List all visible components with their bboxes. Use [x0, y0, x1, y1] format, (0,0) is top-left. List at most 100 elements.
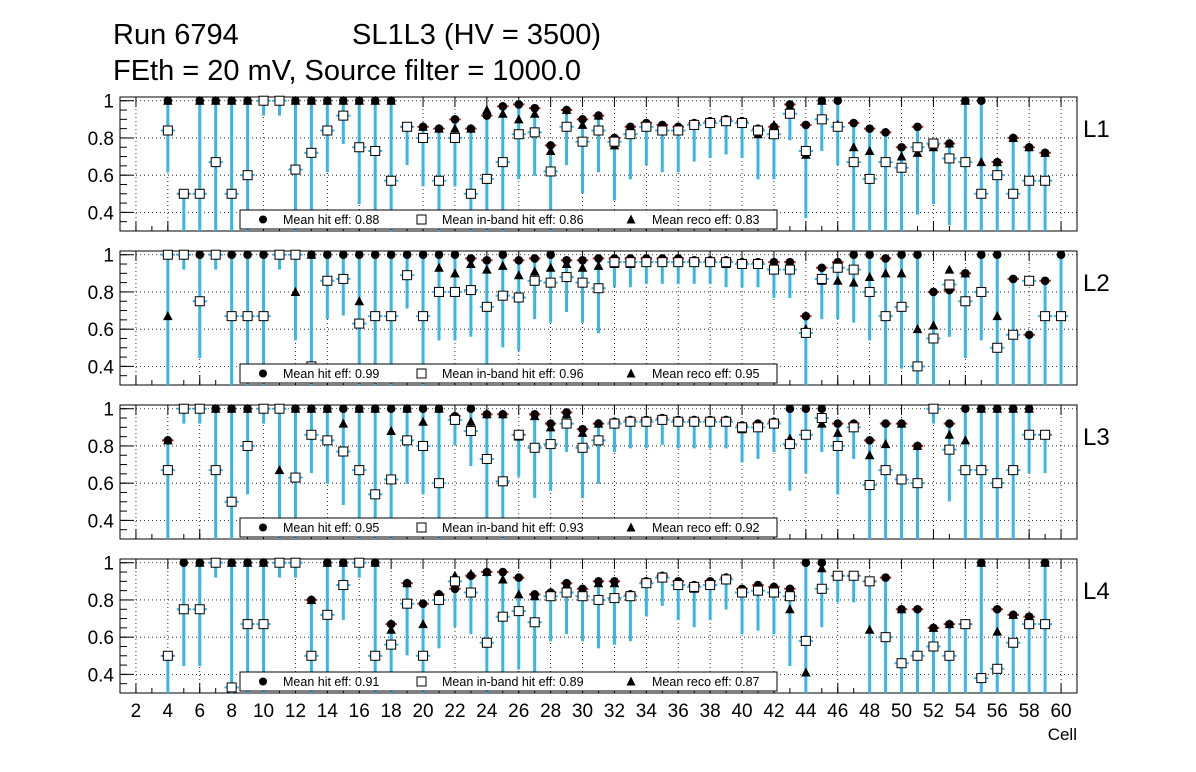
inband-eff-point [944, 279, 955, 290]
inband-eff-point [242, 440, 253, 451]
inband-eff-point [1008, 329, 1019, 340]
panels-group: 1 0.8 0.6 0.4 Mean hit eff: 0.88 Mean in-band… [88, 92, 1110, 694]
reco-eff-point [290, 95, 301, 105]
inband-eff-point [386, 639, 397, 650]
inband-eff-point [210, 557, 221, 568]
inband-eff-point [753, 585, 763, 596]
hit-eff-point [450, 115, 460, 124]
hit-eff-point [801, 404, 811, 414]
reco-eff-point [513, 270, 524, 280]
inband-eff-point [561, 121, 572, 132]
legend-inband-marker [416, 368, 427, 379]
reco-eff-point [529, 108, 540, 118]
reco-eff-point [529, 266, 540, 276]
y-tick-label: 1 [103, 246, 114, 267]
hit-eff-point [514, 256, 524, 265]
inband-eff-point [912, 650, 923, 661]
legend-reco-text: Mean reco eff: 0.95 [652, 367, 760, 381]
reco-eff-point [864, 450, 875, 460]
inband-eff-point [162, 125, 173, 136]
reco-eff-point [194, 557, 205, 567]
reco-eff-point [593, 110, 604, 120]
inband-eff-point [577, 442, 588, 453]
legend-inband-text: Mean in-band hit eff: 0.96 [442, 367, 584, 381]
inband-eff-point [689, 581, 700, 592]
y-tick-label: 0.8 [88, 129, 114, 150]
inband-eff-point [162, 465, 173, 476]
inband-eff-point [577, 591, 588, 602]
inband-eff-point [721, 257, 732, 268]
inband-eff-point [1040, 175, 1051, 186]
reco-eff-point [880, 439, 891, 449]
hit-eff-point [817, 404, 827, 414]
inband-eff-point [928, 641, 939, 652]
inband-eff-point [753, 422, 763, 433]
legend-box [239, 671, 778, 692]
panel-label: L3 [1083, 424, 1110, 451]
legend: Mean hit eff: 0.91 Mean in-band hit eff: … [239, 671, 778, 692]
reco-eff-point [785, 604, 795, 614]
x-tick-label: 50 [891, 701, 912, 722]
legend-inband-marker [416, 522, 427, 533]
hit-eff-point [913, 250, 922, 260]
y-tick-label: 1 [103, 400, 114, 421]
inband-eff-point [402, 598, 413, 609]
x-tick-label: 44 [795, 701, 817, 722]
reco-eff-point [593, 418, 604, 428]
hit-eff-point [913, 604, 922, 614]
reco-eff-point [896, 604, 907, 614]
inband-eff-point [497, 476, 508, 487]
inband-eff-point [418, 311, 429, 322]
inband-eff-point [609, 418, 620, 429]
inband-eff-point [673, 580, 684, 591]
hit-eff-point [418, 599, 428, 608]
inband-eff-point [162, 249, 173, 260]
y-tick-label: 0.6 [88, 166, 114, 187]
inband-eff-point [402, 270, 413, 281]
hit-eff-point [817, 263, 827, 273]
reco-eff-point [944, 429, 955, 439]
reco-eff-point [864, 624, 875, 634]
inband-eff-point [896, 474, 907, 485]
inband-eff-point [689, 257, 700, 268]
inband-eff-point [593, 594, 604, 605]
inband-eff-point [194, 188, 205, 199]
inband-eff-point [705, 118, 716, 129]
inband-eff-point [1040, 429, 1051, 440]
legend-reco-marker [626, 368, 636, 378]
inband-eff-point [960, 619, 971, 630]
inband-eff-point [386, 474, 397, 485]
hit-eff-point [498, 567, 508, 577]
inband-eff-point [258, 619, 269, 630]
y-tick-label: 0.8 [88, 437, 114, 458]
x-tick-label: 32 [604, 701, 625, 722]
inband-eff-point [816, 413, 827, 424]
inband-eff-point [737, 422, 748, 433]
inband-eff-point [976, 673, 987, 684]
legend-reco-marker [626, 522, 636, 532]
reco-eff-point [290, 286, 301, 296]
legend-reco-text: Mean reco eff: 0.87 [652, 675, 760, 689]
reco-eff-point [896, 418, 907, 428]
x-tick-label: 2 [131, 701, 142, 722]
inband-eff-point [976, 286, 987, 297]
inband-eff-point [800, 635, 811, 646]
reco-eff-point [242, 95, 253, 105]
reco-eff-point [386, 624, 396, 634]
hit-eff-point [418, 250, 428, 260]
reco-eff-point [274, 465, 285, 475]
inband-eff-point [816, 583, 827, 594]
inband-eff-point [976, 188, 987, 199]
reco-eff-point [960, 268, 971, 278]
reco-eff-point [864, 145, 875, 155]
inband-eff-point [386, 175, 397, 186]
inband-eff-point [721, 116, 732, 127]
hit-eff-point [498, 250, 508, 260]
x-tick-label: 28 [540, 701, 561, 722]
x-tick-label: 10 [253, 701, 274, 722]
inband-eff-point [290, 557, 301, 568]
hit-eff-point [1040, 276, 1050, 286]
inband-eff-point [816, 273, 827, 284]
reco-eff-point [402, 578, 412, 588]
